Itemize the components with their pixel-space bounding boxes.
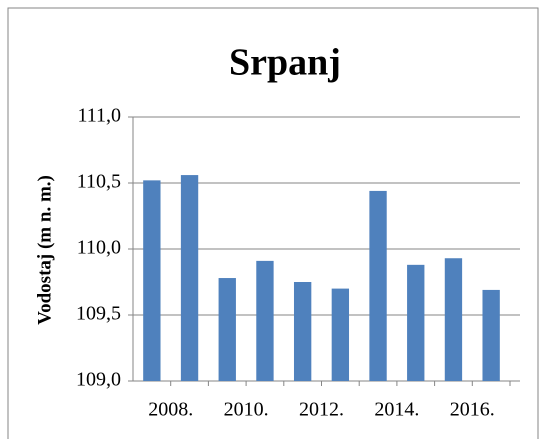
- x-tick-label: 2010.: [224, 399, 269, 421]
- y-tick-label: 109,0: [76, 369, 121, 391]
- bar: [143, 180, 161, 381]
- bar: [407, 264, 425, 381]
- bar: [331, 288, 350, 381]
- bar: [369, 190, 387, 381]
- x-tick-label: 2008.: [148, 399, 193, 421]
- x-tick-label: 2016.: [450, 399, 495, 421]
- bar: [482, 289, 500, 381]
- bar: [180, 175, 199, 381]
- x-tick-label: 2012.: [299, 399, 344, 421]
- y-tick-label: 111,0: [77, 105, 121, 127]
- y-tick-label: 109,5: [76, 303, 121, 325]
- y-tick-label: 110,0: [77, 237, 121, 259]
- chart-title: Srpanj: [229, 42, 341, 84]
- y-tick-label: 110,5: [77, 171, 121, 193]
- bar: [444, 258, 463, 381]
- y-axis-label: Vodostaj (m n. m.): [34, 175, 55, 325]
- bar: [218, 278, 236, 381]
- x-tick-label: 2014.: [374, 399, 419, 421]
- bar: [256, 260, 274, 381]
- bar: [293, 282, 312, 381]
